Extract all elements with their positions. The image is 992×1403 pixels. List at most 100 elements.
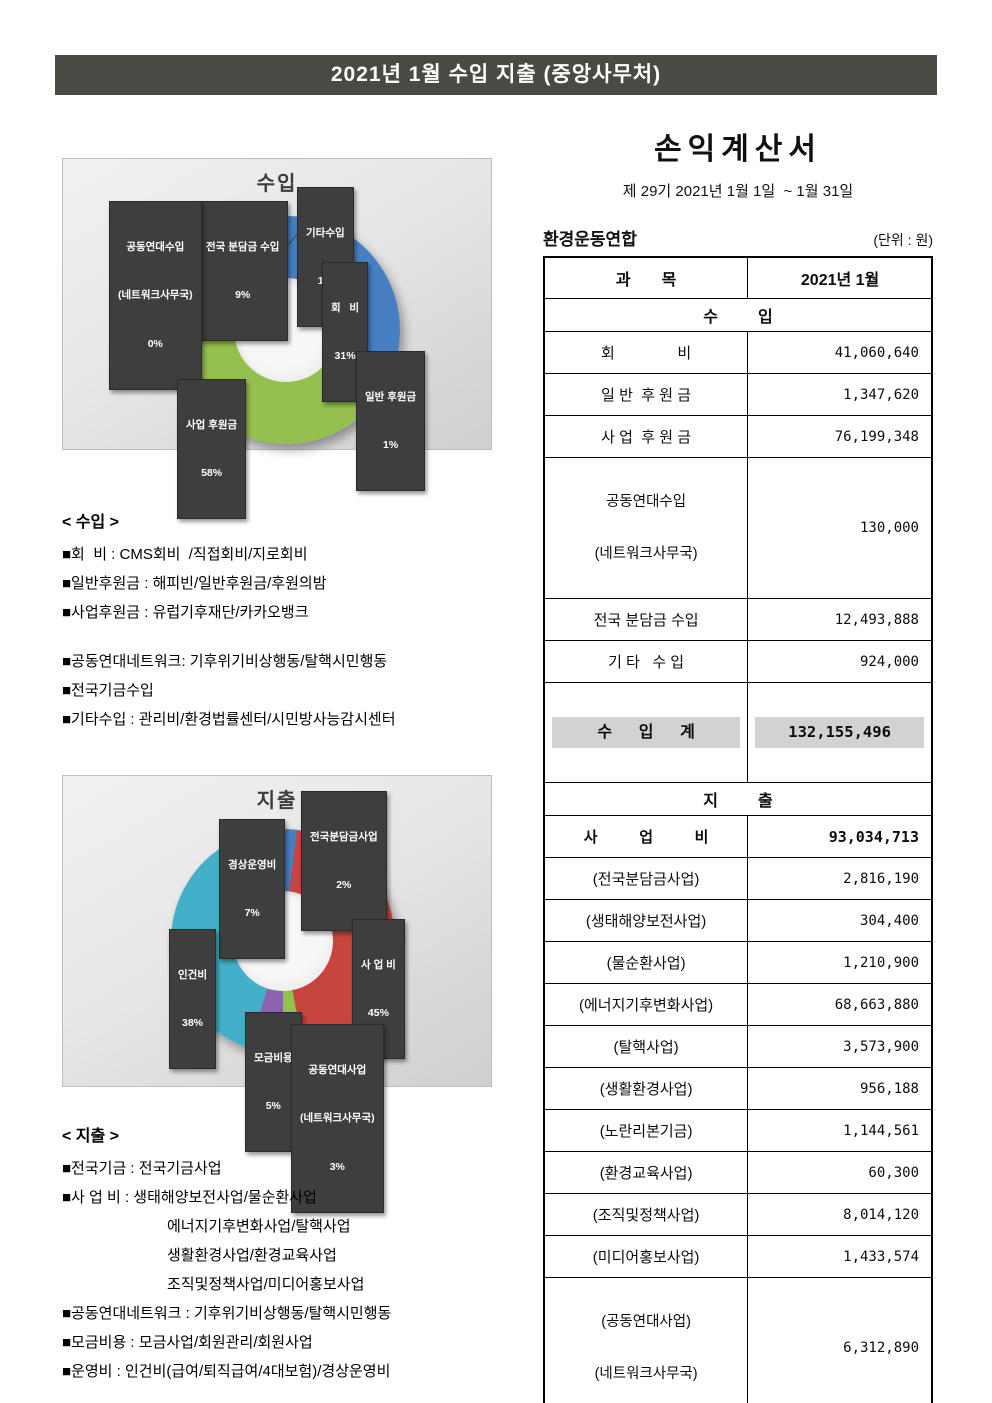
value-cell: 8,014,120 <box>747 1193 933 1236</box>
section-cell: 지 출 <box>543 782 933 816</box>
category-cell: (환경교육사업) <box>543 1151 749 1194</box>
value-cell: 41,060,640 <box>747 331 933 374</box>
chart-label-text: 일반 후원금 <box>365 390 417 403</box>
note-line: 생활환경사업/환경교육사업 <box>167 1247 337 1264</box>
table-row: (물순환사업) 1,210,900 <box>543 941 933 984</box>
note-line: ■일반후원금 : 해피빈/일반후원금/후원의밤 <box>62 575 327 592</box>
section-row-expense: 지 출 <box>543 782 933 816</box>
highlight-value: 132,155,496 <box>755 717 924 748</box>
expense-notes: < 지출 > ■전국기금 : 전국기금사업 ■사 업 비 : 생태해양보전사업/… <box>62 1122 527 1386</box>
header-category-cell: 과 목 <box>543 256 749 299</box>
category-cell: (에너지기후변화사업) <box>543 983 749 1026</box>
note-line: ■공동연대네트워크: 기후위기비상행동/탈핵시민행동 <box>62 653 388 670</box>
chart-label-pct: 5% <box>265 1100 281 1113</box>
expense-label-operating: 경상운영비 7% <box>219 819 286 960</box>
value-cell: 956,188 <box>747 1067 933 1110</box>
chart-label-text: 전국분담금사업 <box>310 830 378 843</box>
value-cell: 12,493,888 <box>747 598 933 641</box>
chart-label-pct: 7% <box>244 907 260 920</box>
income-label-project-donation: 사업 후원금 58% <box>177 379 247 520</box>
category-cell: (탈핵사업) <box>543 1025 749 1068</box>
category-cell: 전국 분담금 수입 <box>543 598 749 641</box>
chart-label-text: 경상운영비 <box>228 858 277 871</box>
table-row: (에너지기후변화사업) 68,663,880 <box>543 983 933 1026</box>
note-line: ■기타수입 : 관리비/환경법률센터/시민방사능감시센터 <box>62 711 396 728</box>
value-cell: 1,144,561 <box>747 1109 933 1152</box>
value-cell: 68,663,880 <box>747 983 933 1026</box>
chart-label-pct: 9% <box>235 289 251 302</box>
chart-label-pct: 31% <box>334 350 356 363</box>
chart-label-pct: 58% <box>201 467 223 480</box>
category-cell: 회 비 <box>543 331 749 374</box>
value-cell: 3,573,900 <box>747 1025 933 1068</box>
income-statement-table: 과 목 2021년 1월 수 입 회 비 41,060,640 일 반 후 원 … <box>543 256 933 1403</box>
category-cell: (미디어홍보사업) <box>543 1235 749 1278</box>
category-cell: 일 반 후 원 금 <box>543 373 749 416</box>
highlight-label: 수 입 계 <box>552 717 741 748</box>
expense-notes-title: < 지출 > <box>62 1128 120 1145</box>
table-row: (생태해양보전사업) 304,400 <box>543 899 933 942</box>
table-row: (생활환경사업) 956,188 <box>543 1067 933 1110</box>
chart-label-text2: (네트워크사무국) <box>118 289 193 302</box>
section-row-income: 수 입 <box>543 298 933 332</box>
page-title: 2021년 1월 수입 지출 (중앙사무처) <box>330 63 662 86</box>
note-line: ■공동연대네트워크 : 기후위기비상행동/탈핵시민행동 <box>62 1305 392 1322</box>
table-row: (환경교육사업) 60,300 <box>543 1151 933 1194</box>
value-cell: 924,000 <box>747 640 933 683</box>
income-notes-title: < 수입 > <box>62 514 120 531</box>
value-cell: 1,433,574 <box>747 1235 933 1278</box>
statement-section: 손익계산서 제 29기 2021년 1월 1일 ~ 1월 31일 환경운동연합 … <box>543 132 933 1403</box>
table-row: 공동연대수입 (네트워크사무국) 130,000 <box>543 457 933 599</box>
note-line: ■전국기금수입 <box>62 682 154 699</box>
unit-label: (단위 : 원) <box>873 232 933 248</box>
section-cell: 수 입 <box>543 298 933 332</box>
table-row: 사 업 후 원 금 76,199,348 <box>543 415 933 458</box>
category-cell: (생활환경사업) <box>543 1067 749 1110</box>
page-header-banner: 2021년 1월 수입 지출 (중앙사무처) <box>55 55 937 95</box>
value-cell: 304,400 <box>747 899 933 942</box>
category-cell: 공동연대수입 (네트워크사무국) <box>543 457 749 599</box>
value-cell: 1,210,900 <box>747 941 933 984</box>
chart-label-text2: (네트워크사무국) <box>300 1112 375 1125</box>
chart-label-text: 모금비용 <box>254 1051 293 1064</box>
table-row: 회 비 41,060,640 <box>543 331 933 374</box>
value-cell: 130,000 <box>747 457 933 599</box>
chart-label-text: 기타수입 <box>306 226 345 239</box>
chart-label-pct: 0% <box>147 338 163 351</box>
category-cell: (물순환사업) <box>543 941 749 984</box>
expense-label-national-project: 전국분담금사업 2% <box>301 791 387 932</box>
table-row: 일 반 후 원 금 1,347,620 <box>543 373 933 416</box>
table-row: (노란리본기금) 1,144,561 <box>543 1109 933 1152</box>
category-cell: 사 업 후 원 금 <box>543 415 749 458</box>
expense-chart-title: 지출 <box>256 790 298 812</box>
chart-label-text: 회 비 <box>331 301 360 314</box>
table-header-row: 과 목 2021년 1월 <box>543 256 933 299</box>
category-cell: (전국분담금사업) <box>543 857 749 900</box>
table-row: (미디어홍보사업) 1,433,574 <box>543 1235 933 1278</box>
chart-label-text: 공동연대사업 <box>308 1063 367 1076</box>
value-cell: 60,300 <box>747 1151 933 1194</box>
category-cell: (생태해양보전사업) <box>543 899 749 942</box>
value-cell: 76,199,348 <box>747 415 933 458</box>
note-line: ■사 업 비 : 생태해양보전사업/물순환사업 <box>62 1189 317 1206</box>
note-line: ■모금비용 : 모금사업/회원관리/회원사업 <box>62 1334 313 1351</box>
income-chart-title: 수입 <box>256 173 298 195</box>
expense-label-joint-project: 공동연대사업 (네트워크사무국) 3% <box>291 1024 384 1213</box>
income-total-row: 수 입 계 132,155,496 <box>543 682 933 783</box>
income-notes: < 수입 > ■회 비 : CMS회비 /직접회비/지로회비 ■일반후원금 : … <box>62 508 527 734</box>
table-row: (탈핵사업) 3,573,900 <box>543 1025 933 1068</box>
note-line: ■사업후원금 : 유럽기후재단/카카오뱅크 <box>62 604 309 621</box>
chart-label-pct: 2% <box>336 879 352 892</box>
value-cell: 1,347,620 <box>747 373 933 416</box>
income-label-joint: 공동연대수입 (네트워크사무국) 0% <box>109 201 202 390</box>
header-value-cell: 2021년 1월 <box>747 256 933 299</box>
table-row: (조직및정책사업) 8,014,120 <box>543 1193 933 1236</box>
category-cell: 사 업 비 <box>543 815 749 858</box>
note-line: ■전국기금 : 전국기금사업 <box>62 1160 222 1177</box>
chart-label-pct: 3% <box>329 1161 345 1174</box>
table-row: 기 타 수 입 924,000 <box>543 640 933 683</box>
category-cell: (조직및정책사업) <box>543 1193 749 1236</box>
category-cell: 수 입 계 <box>543 682 749 783</box>
expense-chart-panel: 지출 전국분담금사업 2% 경상운영비 7% 사 업 비 45% 인건비 38%… <box>62 775 492 1213</box>
